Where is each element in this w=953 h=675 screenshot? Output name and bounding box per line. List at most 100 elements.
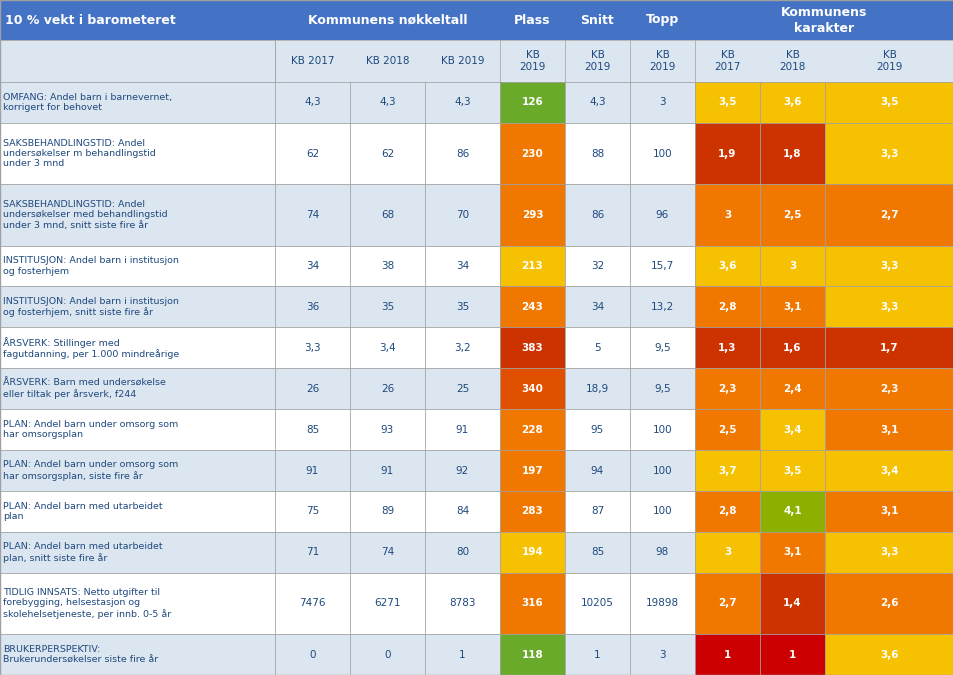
Bar	[824, 634, 953, 675]
Bar	[274, 573, 350, 634]
Bar	[0, 369, 274, 409]
Bar	[499, 82, 564, 123]
Bar	[274, 246, 350, 286]
Text: 100: 100	[652, 506, 672, 516]
Bar	[564, 450, 629, 491]
Bar	[695, 409, 760, 450]
Bar	[274, 450, 350, 491]
Bar	[350, 82, 424, 123]
Bar	[629, 573, 695, 634]
Bar	[564, 634, 629, 675]
Text: 197: 197	[521, 466, 543, 475]
Text: SAKSBEHANDLINGSTID: Andel
undersøkelser med behandlingstid
under 3 mnd, snitt si: SAKSBEHANDLINGSTID: Andel undersøkelser …	[3, 200, 168, 230]
Text: 3,6: 3,6	[718, 261, 736, 271]
Text: 74: 74	[380, 547, 394, 558]
Text: 4,3: 4,3	[589, 97, 605, 107]
Text: 7476: 7476	[299, 599, 325, 608]
Text: 92: 92	[456, 466, 469, 475]
Bar	[424, 82, 499, 123]
Text: 1,8: 1,8	[782, 148, 801, 159]
Bar	[695, 369, 760, 409]
Text: 2,7: 2,7	[880, 210, 898, 220]
Bar	[274, 369, 350, 409]
Bar	[564, 409, 629, 450]
Text: 100: 100	[652, 466, 672, 475]
Text: 1,7: 1,7	[880, 343, 898, 353]
Text: 15,7: 15,7	[650, 261, 674, 271]
Text: INSTITUSJON: Andel barn i institusjon
og fosterhjem, snitt siste fire år: INSTITUSJON: Andel barn i institusjon og…	[3, 297, 179, 317]
Bar	[350, 123, 424, 184]
Text: 3,5: 3,5	[718, 97, 736, 107]
Bar	[274, 409, 350, 450]
Bar	[424, 327, 499, 369]
Text: 2,8: 2,8	[718, 302, 736, 312]
Text: 86: 86	[456, 148, 469, 159]
Bar	[0, 40, 274, 82]
Text: KB
2019: KB 2019	[876, 50, 902, 72]
Bar	[499, 409, 564, 450]
Text: 213: 213	[521, 261, 543, 271]
Bar	[0, 0, 953, 40]
Bar	[564, 123, 629, 184]
Bar	[274, 286, 350, 327]
Text: 25: 25	[456, 383, 469, 394]
Bar	[695, 450, 760, 491]
Bar	[760, 246, 824, 286]
Bar	[629, 450, 695, 491]
Bar	[274, 532, 350, 573]
Bar	[424, 369, 499, 409]
Text: 10 % vekt i barometeret: 10 % vekt i barometeret	[5, 14, 175, 26]
Text: 4,3: 4,3	[304, 97, 320, 107]
Text: 3,6: 3,6	[782, 97, 801, 107]
Text: 88: 88	[590, 148, 603, 159]
Bar	[274, 634, 350, 675]
Text: 3: 3	[723, 547, 730, 558]
Bar	[0, 82, 274, 123]
Text: 1: 1	[594, 649, 600, 659]
Text: 38: 38	[380, 261, 394, 271]
Bar	[824, 327, 953, 369]
Bar	[424, 286, 499, 327]
Text: 9,5: 9,5	[654, 383, 670, 394]
Bar	[629, 532, 695, 573]
Text: 26: 26	[306, 383, 319, 394]
Bar	[0, 184, 274, 246]
Text: 93: 93	[380, 425, 394, 435]
Text: 62: 62	[306, 148, 319, 159]
Bar	[350, 532, 424, 573]
Bar	[424, 532, 499, 573]
Text: 91: 91	[306, 466, 319, 475]
Bar	[499, 450, 564, 491]
Bar	[824, 491, 953, 532]
Bar	[350, 634, 424, 675]
Bar	[629, 82, 695, 123]
Text: 4,1: 4,1	[782, 506, 801, 516]
Text: 3: 3	[723, 210, 730, 220]
Text: 35: 35	[456, 302, 469, 312]
Bar	[564, 327, 629, 369]
Text: 100: 100	[652, 148, 672, 159]
Text: PLAN: Andel barn under omsorg som
har omsorgsplan, siste fire år: PLAN: Andel barn under omsorg som har om…	[3, 460, 178, 481]
Text: 70: 70	[456, 210, 469, 220]
Bar	[629, 184, 695, 246]
Text: PLAN: Andel barn med utarbeidet
plan, snitt siste fire år: PLAN: Andel barn med utarbeidet plan, sn…	[3, 542, 162, 562]
Text: 85: 85	[590, 547, 603, 558]
Bar	[0, 327, 274, 369]
Text: 36: 36	[306, 302, 319, 312]
Text: 3,3: 3,3	[880, 261, 898, 271]
Bar	[760, 573, 824, 634]
Bar	[0, 634, 274, 675]
Bar	[760, 184, 824, 246]
Text: 18,9: 18,9	[585, 383, 608, 394]
Text: OMFANG: Andel barn i barnevernet,
korrigert for behovet: OMFANG: Andel barn i barnevernet, korrig…	[3, 92, 172, 112]
Bar	[564, 246, 629, 286]
Text: 3,4: 3,4	[782, 425, 801, 435]
Bar	[0, 532, 274, 573]
Text: TIDLIG INNSATS: Netto utgifter til
forebygging, helsestasjon og
skolehelsetjenes: TIDLIG INNSATS: Netto utgifter til foreb…	[3, 588, 172, 619]
Text: 0: 0	[309, 649, 315, 659]
Text: 4,3: 4,3	[378, 97, 395, 107]
Bar	[350, 246, 424, 286]
Text: 126: 126	[521, 97, 543, 107]
Bar	[424, 634, 499, 675]
Text: 34: 34	[590, 302, 603, 312]
